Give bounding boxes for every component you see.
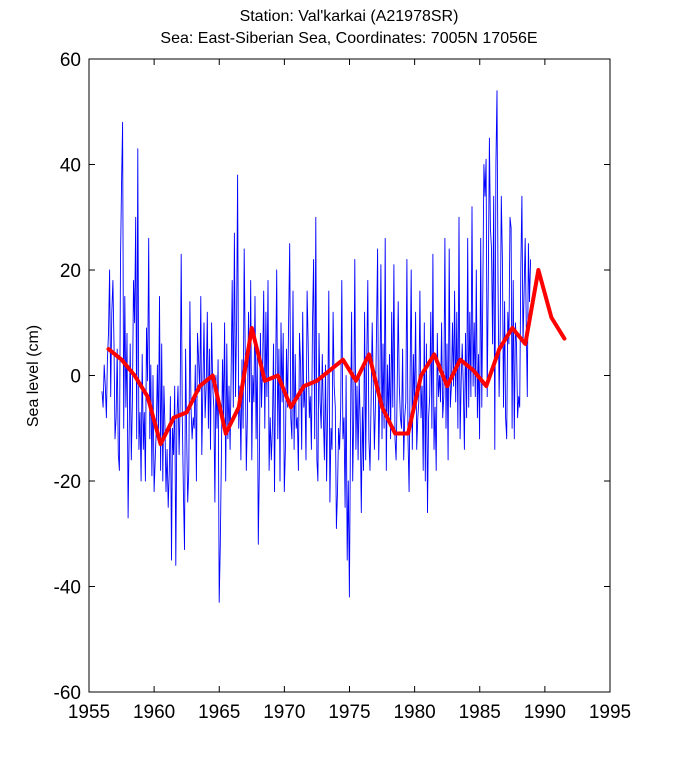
- chart-title-line-1: Station: Val'karkai (A21978SR): [240, 8, 459, 25]
- x-tick-label: 1990: [524, 702, 566, 723]
- y-axis-label: Sea level (cm): [25, 325, 42, 427]
- series-line-annual: [106, 268, 567, 447]
- y-tick-label: 60: [60, 50, 81, 71]
- y-tick-label: -60: [54, 683, 81, 704]
- x-tick-label: 1960: [133, 702, 175, 723]
- x-tick-label: 1965: [198, 702, 240, 723]
- series-layer: [101, 90, 567, 603]
- y-tick-label: 40: [60, 156, 81, 177]
- x-tick-label: 1955: [68, 702, 110, 723]
- x-tick-label: 1975: [328, 702, 370, 723]
- x-tick-label: 1985: [459, 702, 501, 723]
- ticks-layer: 1955 1960 1965 1970 1975 1980 1985 1990 1995 -60 -…: [54, 50, 632, 723]
- y-tick-label: 20: [60, 261, 81, 282]
- x-tick-label: 1995: [589, 702, 631, 723]
- x-tick-label: 1970: [263, 702, 305, 723]
- y-tick-label: -40: [54, 578, 81, 599]
- series-line-monthly: [101, 90, 532, 603]
- y-tick-label: -20: [54, 472, 81, 493]
- x-tick-label: 1980: [393, 702, 435, 723]
- y-tick-label: 0: [70, 367, 81, 388]
- chart-title-line-2: Sea: East-Siberian Sea, Coordinates: 700…: [160, 30, 537, 47]
